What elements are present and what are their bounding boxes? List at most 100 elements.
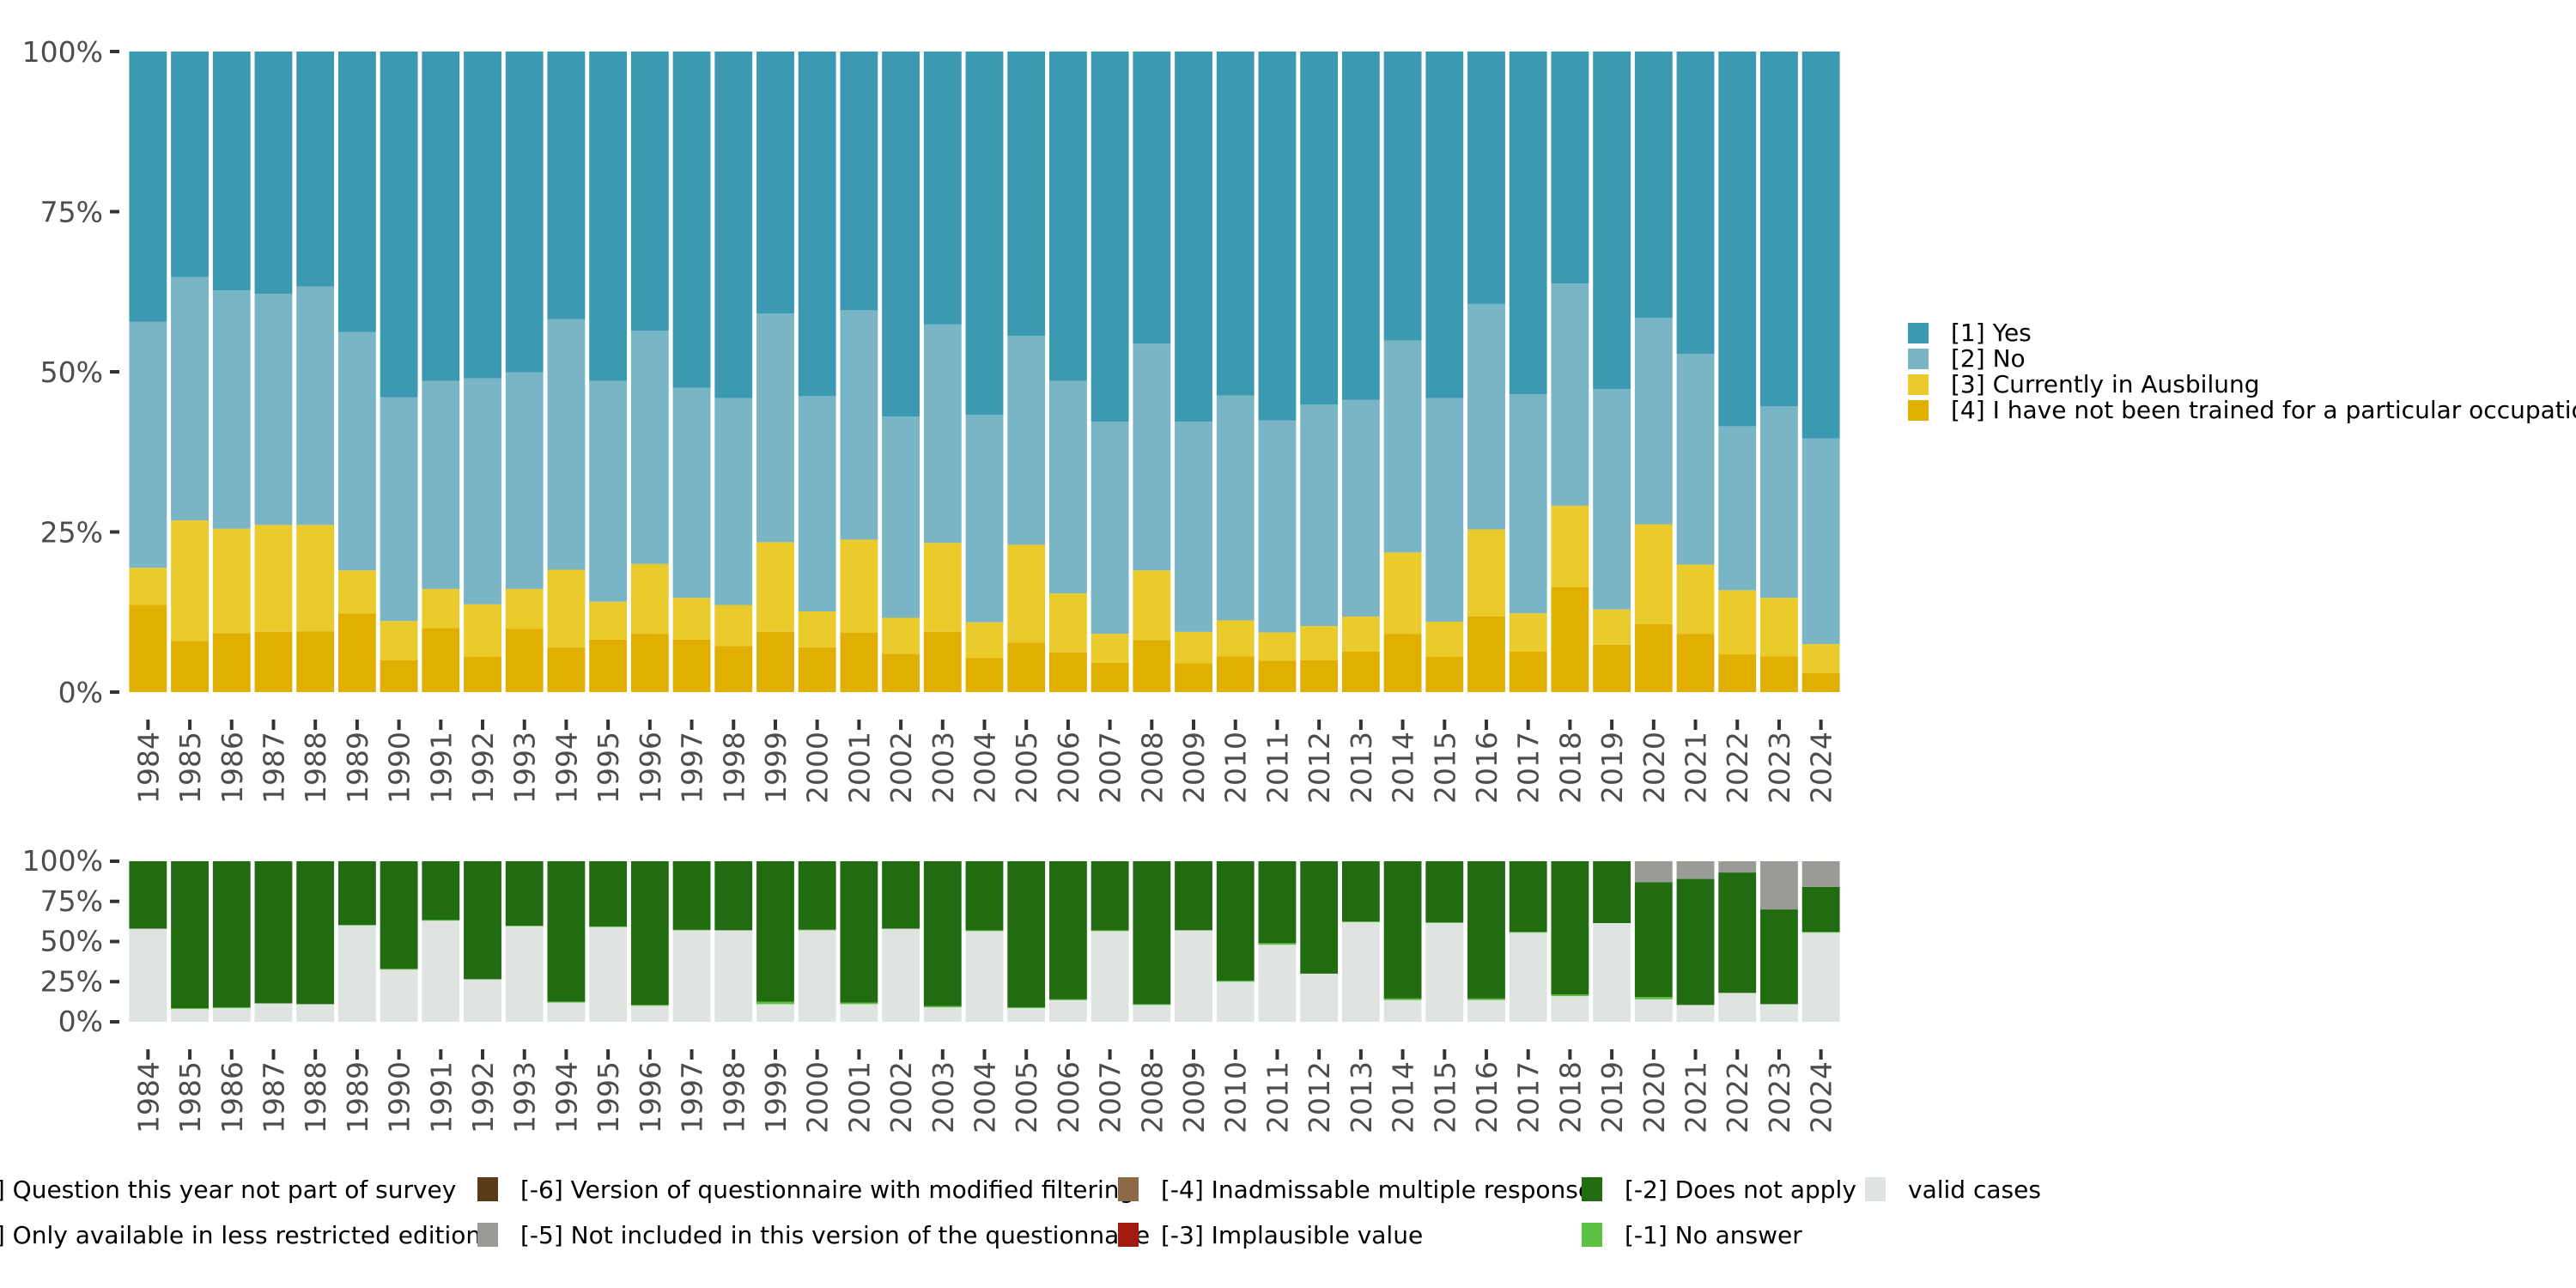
x-tick-label-2001: 2001 (842, 732, 876, 804)
bar-segment-2004-1-no-answer (965, 930, 1004, 932)
x-tick-label-1986: 1986 (216, 732, 249, 804)
bar-segment-1986-4-i-have-not-been-trained-for-a-particular-occupation (212, 633, 251, 692)
bar-segment-1995-1-yes (589, 52, 628, 381)
x-tick-label-2019: 2019 (1595, 732, 1629, 804)
legend-label-1-yes: [1] Yes (1951, 319, 2032, 347)
bar-segment-1995-3-currently-in-ausbilung (589, 601, 628, 640)
x-tick-label-2012: 2012 (1303, 1061, 1336, 1133)
bar-segment-2007-1-yes (1091, 52, 1129, 422)
x-tick-label-2009: 2009 (1177, 732, 1211, 804)
x-tick-label-2020: 2020 (1637, 732, 1671, 804)
legend-label-6-version-of-questionnaire-with-modified-filtering: [-6] Version of questionnaire with modif… (520, 1176, 1134, 1204)
bar-segment-1998-4-i-have-not-been-trained-for-a-particular-occupation (714, 646, 753, 692)
top-x-axis: 1984 1985 1986 1987 1988 1989 1990 1991 1992 1993… (131, 720, 1838, 804)
bar-segment-1984-4-i-have-not-been-trained-for-a-particular-occupation (129, 605, 167, 692)
bar-segment-1994-2-does-not-apply (547, 861, 586, 1002)
bar-segment-2024-4-i-have-not-been-trained-for-a-particular-occupation (1801, 672, 1840, 692)
x-tick-label-2017: 2017 (1512, 732, 1546, 804)
x-tick-label-1992: 1992 (466, 1061, 500, 1133)
bar-segment-1990-1-yes (380, 52, 418, 398)
x-tick-label-2015: 2015 (1428, 1061, 1461, 1133)
bar-segment-2018-valid-cases (1551, 996, 1589, 1022)
bar-segment-2013-1-yes (1341, 52, 1380, 400)
bar-segment-2004-4-i-have-not-been-trained-for-a-particular-occupation (965, 658, 1004, 692)
bar-segment-2003-2-does-not-apply (923, 861, 962, 1006)
bar-segment-2010-valid-cases (1216, 981, 1255, 1022)
bar-segment-1986-2-no (212, 290, 251, 529)
x-tick-label-2009: 2009 (1177, 1061, 1211, 1133)
bar-segment-1987-1-yes (254, 52, 293, 294)
bar-segment-1990-4-i-have-not-been-trained-for-a-particular-occupation (380, 659, 418, 692)
bar-segment-2024-1-no-answer (1801, 932, 1840, 933)
bar-segment-1985-4-i-have-not-been-trained-for-a-particular-occupation (171, 641, 209, 692)
x-tick-label-2023: 2023 (1763, 1061, 1796, 1133)
bar-segment-2003-4-i-have-not-been-trained-for-a-particular-occupation (923, 631, 962, 692)
bar-segment-1991-2-does-not-apply (422, 861, 460, 920)
bar-segment-2024-valid-cases (1801, 933, 1840, 1022)
bar-segment-1994-1-yes (547, 52, 586, 319)
bar-segment-2018-1-yes (1551, 52, 1589, 284)
bar-segment-2020-4-i-have-not-been-trained-for-a-particular-occupation (1634, 623, 1673, 692)
bar-segment-2016-2-does-not-apply (1467, 861, 1505, 999)
legend-label-8-question-this-year-not-part-of-survey: [-8] Question this year not part of surv… (0, 1176, 456, 1204)
bar-segment-1990-2-does-not-apply (380, 861, 418, 969)
y-tick-label: 50% (40, 355, 103, 389)
y-tick-label: 25% (40, 515, 103, 549)
legend-key-1-no-answer (1582, 1223, 1602, 1247)
bar-segment-2008-2-does-not-apply (1133, 861, 1171, 1005)
bar-segment-1992-2-does-not-apply (464, 861, 501, 980)
x-tick-label-1985: 1985 (173, 1061, 207, 1133)
legend-key-4-inadmissable-multiple-response (1118, 1177, 1139, 1201)
x-tick-label-2010: 2010 (1219, 1061, 1253, 1133)
bar-segment-2024-3-currently-in-ausbilung (1801, 644, 1840, 673)
x-tick-label-1996: 1996 (634, 732, 667, 804)
y-tick-label: 25% (40, 964, 103, 998)
bar-segment-1996-3-currently-in-ausbilung (630, 563, 669, 635)
bar-segment-2014-2-does-not-apply (1383, 861, 1422, 999)
bar-segment-2002-4-i-have-not-been-trained-for-a-particular-occupation (882, 653, 920, 692)
bar-segment-2010-1-yes (1216, 52, 1255, 396)
bar-segment-1994-1-no-answer (547, 1001, 586, 1003)
bar-segment-1991-valid-cases (422, 920, 460, 1022)
bar-segment-2002-2-does-not-apply (882, 861, 920, 929)
bar-segment-2021-3-currently-in-ausbilung (1676, 564, 1715, 635)
bar-segment-2005-valid-cases (1007, 1008, 1046, 1023)
bar-segment-2022-1-yes (1718, 52, 1757, 427)
bar-segment-2011-2-does-not-apply (1258, 861, 1297, 944)
bar-segment-1993-3-currently-in-ausbilung (505, 588, 544, 629)
bar-segment-2017-2-does-not-apply (1509, 861, 1547, 933)
x-tick-label-2016: 2016 (1470, 1061, 1504, 1133)
bar-segment-2024-5-not-included-in-this-version-of-the-questionnaire (1801, 861, 1840, 887)
x-tick-label-1994: 1994 (550, 732, 583, 804)
bar-segment-2015-1-yes (1425, 52, 1464, 398)
x-tick-label-2015: 2015 (1428, 732, 1461, 804)
bar-segment-2016-2-no (1467, 303, 1505, 530)
bar-segment-2017-3-currently-in-ausbilung (1509, 613, 1547, 652)
x-tick-label-2010: 2010 (1219, 732, 1253, 804)
bar-segment-1986-valid-cases (212, 1008, 251, 1023)
bar-segment-1985-1-yes (171, 52, 209, 277)
bottom-plot (129, 861, 1840, 1023)
bar-segment-2009-1-yes (1175, 52, 1212, 422)
bar-segment-2023-4-i-have-not-been-trained-for-a-particular-occupation (1760, 656, 1798, 692)
bar-segment-1996-4-i-have-not-been-trained-for-a-particular-occupation (630, 634, 669, 692)
bar-segment-2011-3-currently-in-ausbilung (1258, 632, 1297, 661)
bar-segment-2010-3-currently-in-ausbilung (1216, 620, 1255, 657)
bar-segment-2013-2-no (1341, 399, 1380, 617)
x-tick-label-2021: 2021 (1680, 1061, 1713, 1133)
bar-segment-2020-valid-cases (1634, 999, 1673, 1022)
bar-segment-2000-4-i-have-not-been-trained-for-a-particular-occupation (798, 647, 836, 692)
bar-segment-2011-1-yes (1258, 52, 1297, 421)
bar-segment-2007-valid-cases (1091, 931, 1129, 1022)
bar-segment-2007-2-no (1091, 422, 1129, 635)
top-legend: [1] Yes[2] No[3] Currently in Ausbilung[… (1908, 319, 2576, 424)
bar-segment-1994-3-currently-in-ausbilung (547, 569, 586, 647)
bar-segment-2008-valid-cases (1133, 1005, 1171, 1022)
bar-segment-1985-3-currently-in-ausbilung (171, 520, 209, 641)
bar-segment-1999-4-i-have-not-been-trained-for-a-particular-occupation (756, 631, 794, 692)
bar-segment-1990-3-currently-in-ausbilung (380, 621, 418, 660)
x-tick-label-1996: 1996 (634, 1061, 667, 1133)
bar-segment-1991-2-no (422, 380, 460, 589)
bar-segment-2001-1-no-answer (840, 1002, 878, 1005)
bar-segment-1989-2-no (337, 331, 376, 571)
